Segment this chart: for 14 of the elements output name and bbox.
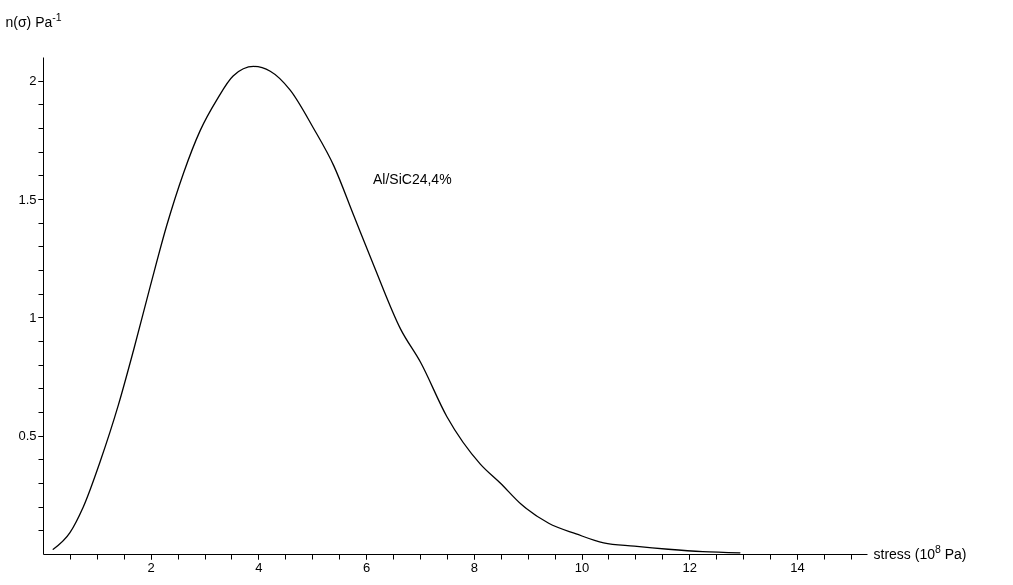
y-tick-label: 0.5 — [18, 428, 37, 444]
y-axis-title: n(σ) Pa$^{-1}$ — [5, 10, 62, 30]
x-tick-label: 8 — [470, 559, 478, 575]
annotation: Al/SiC24,4% — [373, 171, 452, 187]
x-axis-title: stress (10$^{8}$ Pa) — [873, 542, 967, 562]
y-tick-label: 1 — [29, 309, 37, 325]
x-tick-label: 14 — [790, 559, 805, 575]
y-tick-label: 2 — [29, 73, 37, 89]
x-tick-label: 4 — [255, 559, 263, 575]
x-tick-label: 2 — [147, 559, 155, 575]
x-tick-label: 10 — [574, 559, 590, 575]
x-tick-label: 6 — [363, 559, 371, 575]
x-tick-label: 12 — [682, 559, 698, 575]
y-tick-label: 1.5 — [18, 191, 37, 207]
